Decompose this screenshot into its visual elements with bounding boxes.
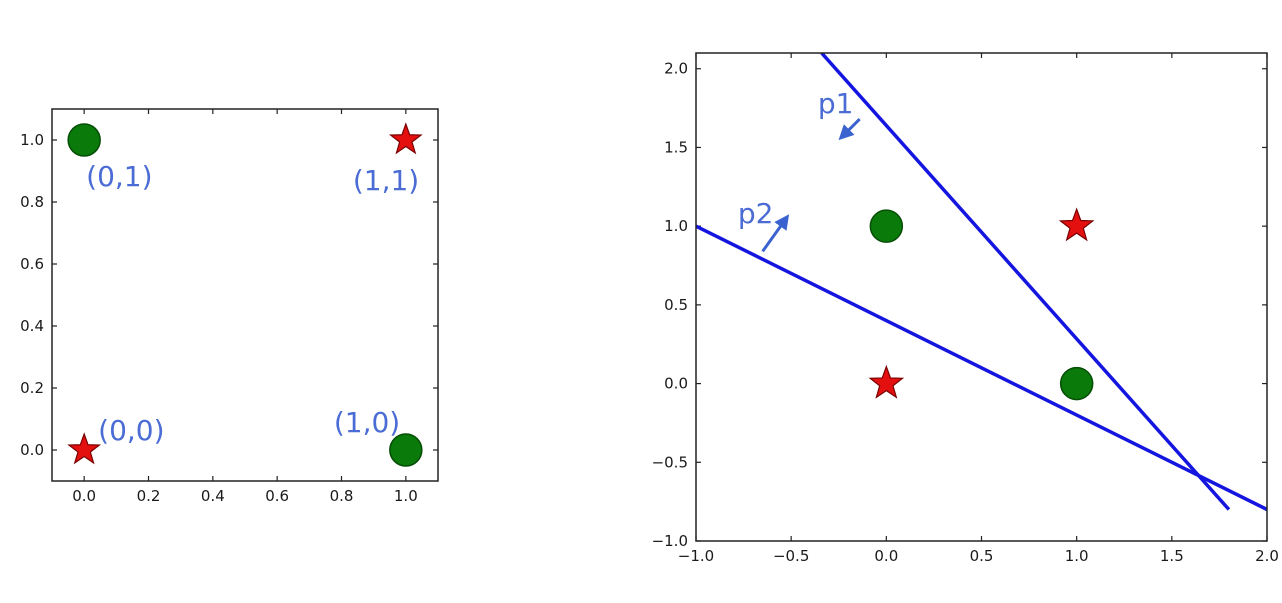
annotation-arrow [838,118,861,141]
x-tick-label: 0.2 [137,487,161,505]
green-circle-point [1059,366,1094,401]
plot-frame [695,52,1268,542]
y-tick-label: 1.5 [664,138,688,156]
x-tick-label: 0.0 [72,487,96,505]
point-coordinate-label: (1,1) [353,164,419,197]
x-tick-label: 0.8 [330,487,354,505]
x-tick-label: −0.5 [773,547,809,565]
y-tick-label: 0.0 [664,375,688,393]
red-star-point [388,122,423,155]
green-circle-point [67,123,101,157]
right-scatter-chart: −1.0 −0.5 0.0 0.5 1.0 1.5 2.0 −1.0 −0.5 0.0 0.5 1.0… [652,52,1279,565]
decision-line-p1 [820,53,1231,511]
y-tick-label: 0.0 [20,441,44,459]
y-tick-label: 2.0 [664,60,688,78]
x-tick-label: 2.0 [1255,547,1279,565]
y-tick-label: 0.2 [20,379,44,397]
green-circle-point [869,209,904,243]
y-tick-label: 0.6 [20,255,44,273]
red-star-point [868,364,905,399]
y-tick-label: −0.5 [652,453,688,471]
x-tick-label: 0.4 [201,487,225,505]
x-tick-label: 0.5 [970,547,994,565]
y-tick-label: 0.8 [20,193,44,211]
x-tick-label: 0.0 [874,547,898,565]
point-coordinate-label: (0,1) [86,160,152,193]
y-tick-label: 1.0 [664,217,688,235]
red-star-point [1058,207,1095,242]
point-coordinate-label: (1,0) [334,406,400,439]
annotation-label: p1 [818,87,854,120]
x-tick-label: 0.6 [265,487,289,505]
y-tick-label: 1.0 [20,131,44,149]
point-coordinate-label: (0,0) [98,414,164,447]
green-circle-point [389,433,423,467]
x-tick-label: 1.0 [394,487,418,505]
plot-frame [51,108,439,482]
x-tick-label: −1.0 [678,547,714,565]
annotation-label: p2 [738,197,774,230]
y-tick-label: 0.5 [664,296,688,314]
decision-line-p2 [696,224,1267,512]
y-tick-label: −1.0 [652,532,688,550]
y-tick-label: 0.4 [20,317,44,335]
annotation-arrow [761,214,790,253]
left-scatter-chart: 0.0 0.2 0.4 0.6 0.8 1.0 0.0 0.2 0.4 0.6 0.8 1.0 (0,1… [20,108,439,505]
red-star-point [67,432,102,465]
x-tick-label: 1.0 [1065,547,1089,565]
x-tick-label: 1.5 [1160,547,1184,565]
